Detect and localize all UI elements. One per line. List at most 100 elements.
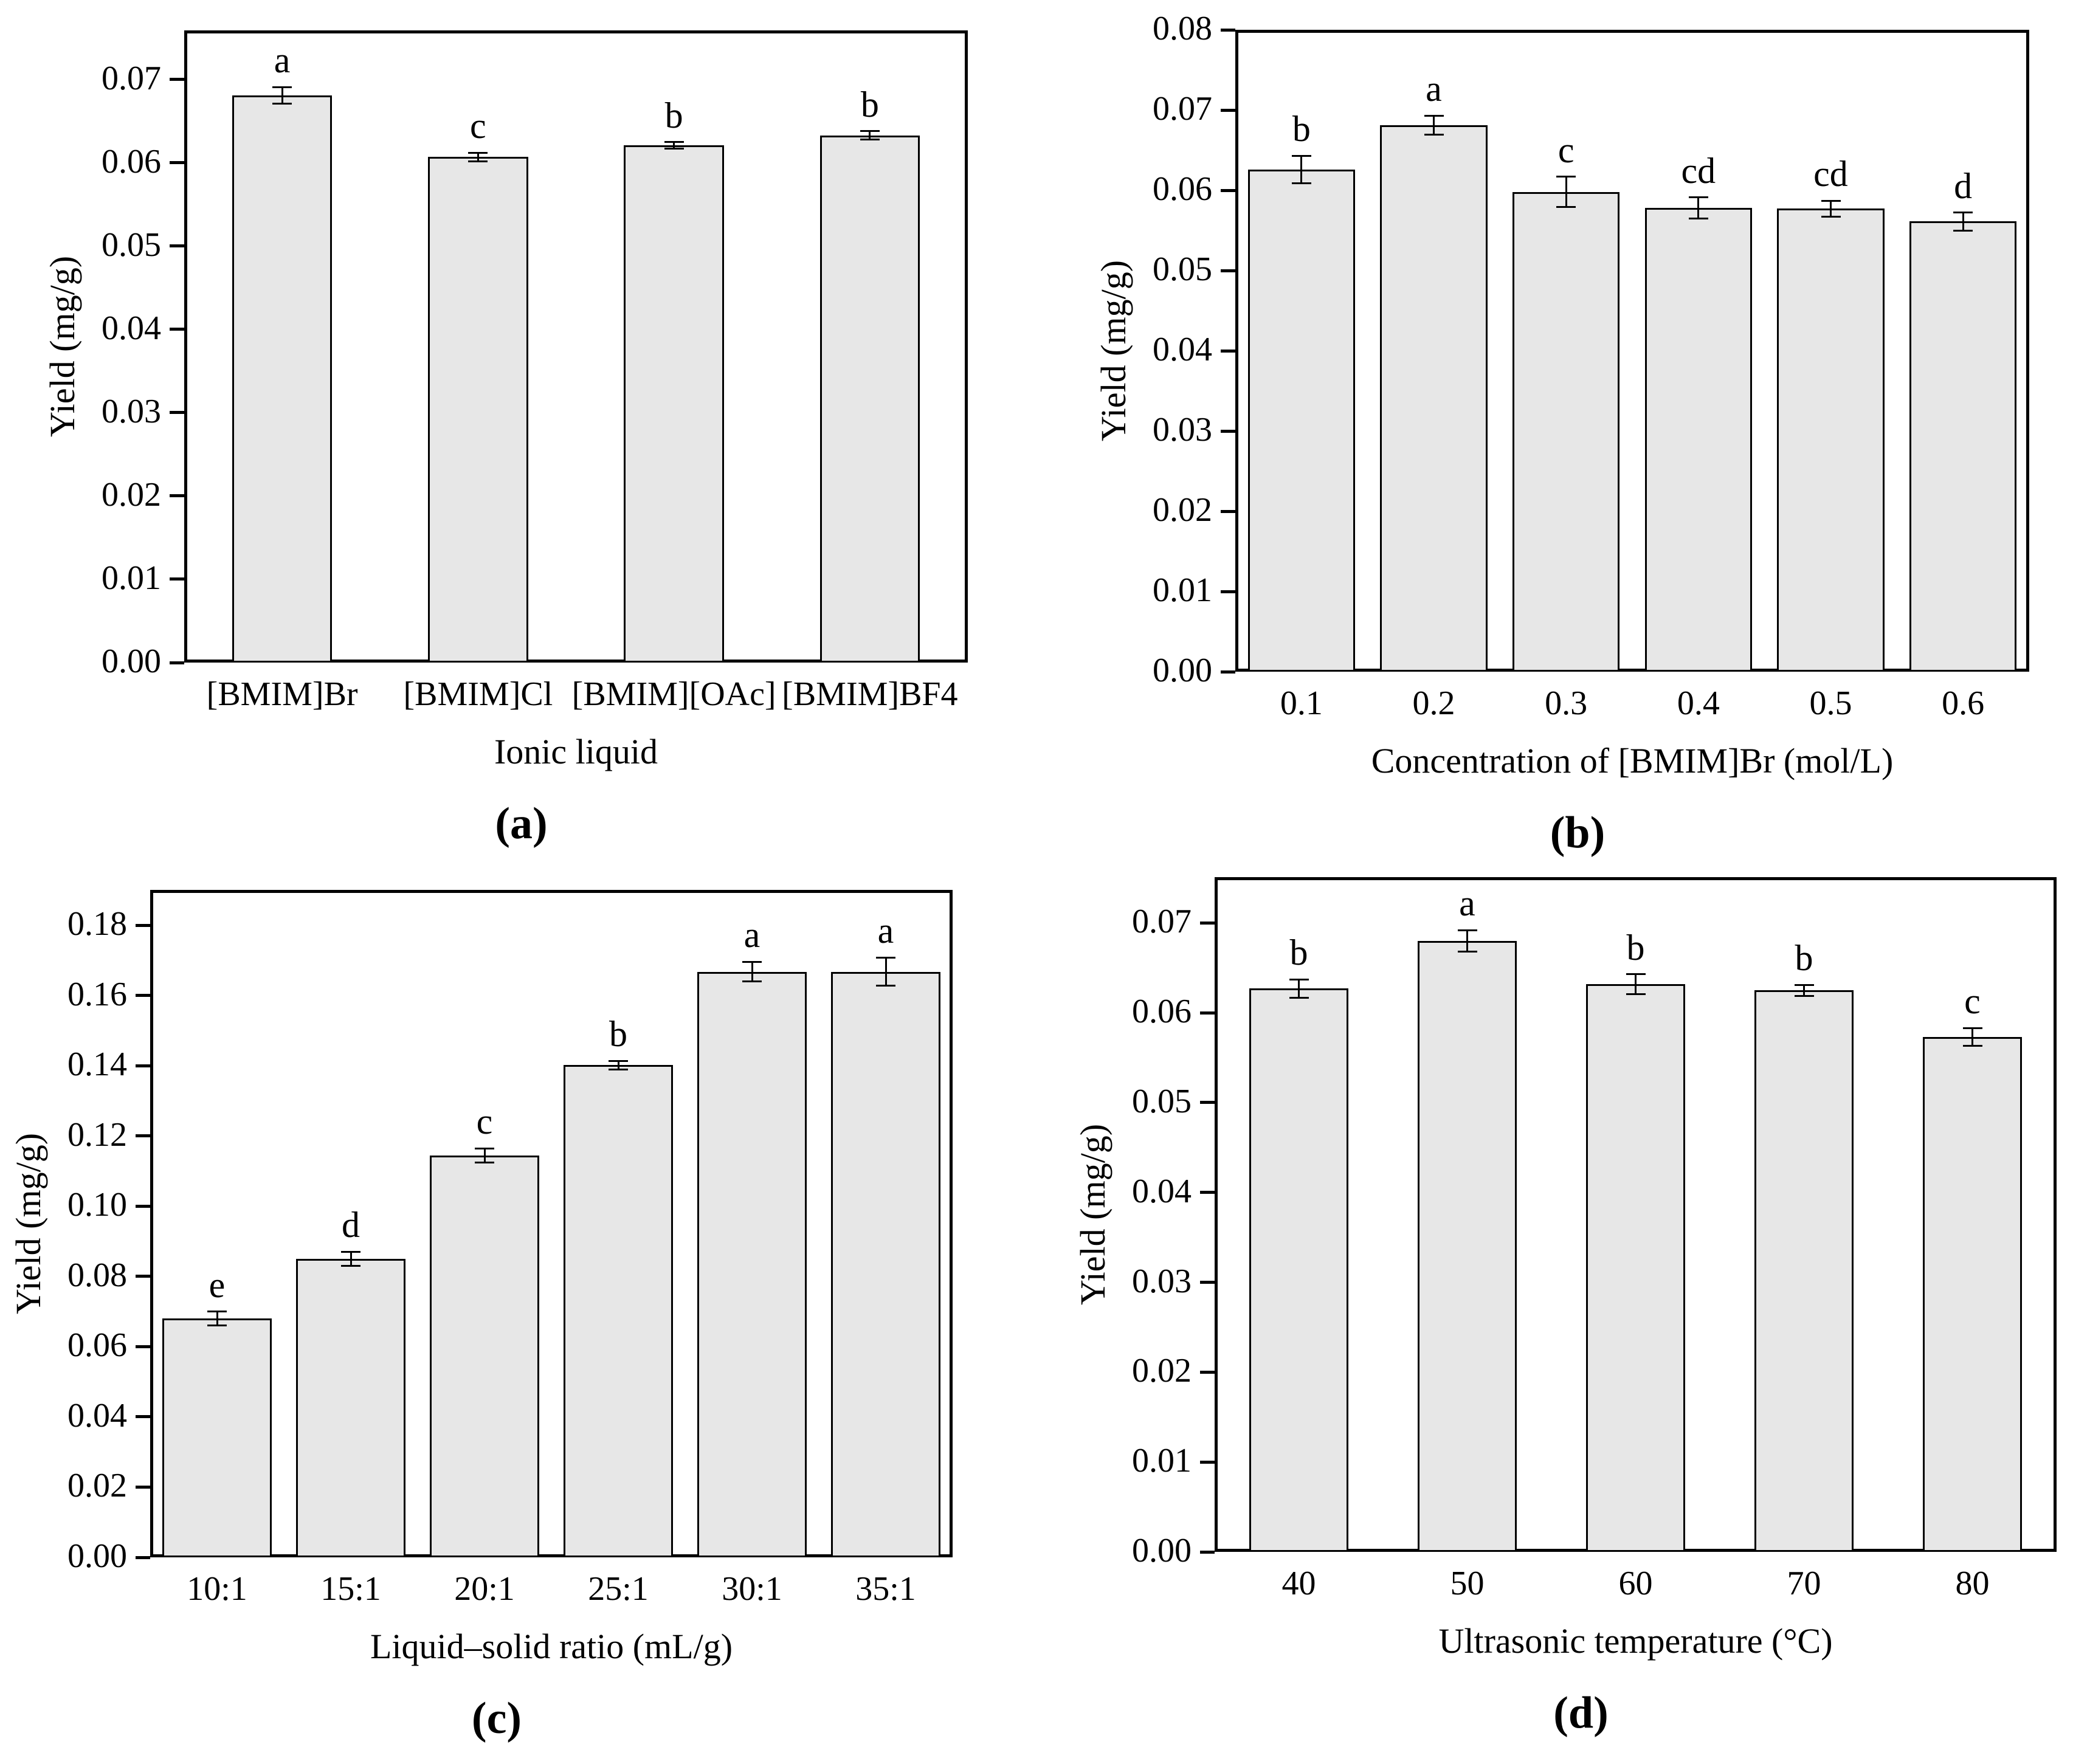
- x-tick-label: 10:1: [187, 1570, 247, 1608]
- y-tick: [170, 328, 184, 331]
- bar: [1585, 984, 1686, 1552]
- sig-letter: cd: [1813, 154, 1848, 195]
- x-tick-label: [BMIM]Br: [206, 675, 358, 713]
- sig-letter: cd: [1681, 150, 1716, 191]
- y-tick: [1200, 1281, 1215, 1284]
- y-tick: [170, 494, 184, 498]
- sig-letter: c: [1964, 981, 1981, 1022]
- y-tick-label: 0.14: [67, 1046, 127, 1084]
- y-tick: [1221, 429, 1235, 433]
- y-tick-label: 0.06: [1153, 170, 1212, 208]
- x-tick-label: 0.6: [1942, 684, 1985, 722]
- error-bar-cap: [272, 103, 292, 105]
- x-tick-label: 40: [1281, 1565, 1316, 1602]
- error-bar: [1565, 176, 1567, 207]
- y-tick: [136, 1556, 150, 1559]
- bar: [428, 157, 528, 663]
- plot-box: [1235, 30, 2029, 672]
- bar: [624, 145, 724, 663]
- sig-letter: c: [1557, 129, 1575, 170]
- y-tick: [1200, 1011, 1215, 1015]
- y-tick-label: 0.02: [1153, 491, 1212, 529]
- y-tick: [136, 1345, 150, 1348]
- bar: [1380, 125, 1488, 672]
- error-bar-cap: [341, 1250, 360, 1253]
- error-bar-cap: [207, 1311, 227, 1313]
- y-tick-label: 0.10: [67, 1186, 127, 1224]
- panel-label: (d): [1553, 1688, 1609, 1738]
- sig-letter: d: [1954, 165, 1973, 206]
- error-bar-cap: [860, 138, 880, 140]
- y-axis-title: Yield (mg/g): [1094, 260, 1133, 442]
- error-bar-cap: [341, 1265, 360, 1267]
- y-tick-label: 0.02: [67, 1467, 127, 1505]
- panel-label: (b): [1550, 808, 1606, 858]
- x-tick-label: 50: [1450, 1565, 1485, 1602]
- error-bar-cap: [1962, 1027, 1982, 1029]
- y-tick: [1221, 188, 1235, 192]
- sig-letter: b: [609, 1014, 627, 1055]
- y-tick-label: 0.04: [1153, 330, 1212, 368]
- y-tick: [1221, 269, 1235, 272]
- y-tick: [136, 923, 150, 927]
- bar: [1909, 221, 2017, 672]
- bar: [295, 1259, 406, 1557]
- error-bar-cap: [468, 160, 488, 162]
- error-bar-cap: [1794, 984, 1814, 986]
- error-bar-cap: [1556, 206, 1576, 208]
- y-tick: [1221, 28, 1235, 32]
- x-tick-label: 0.5: [1809, 684, 1852, 722]
- y-tick: [1221, 108, 1235, 112]
- y-tick-label: 0.07: [1153, 89, 1212, 128]
- sig-letter: a: [274, 40, 291, 81]
- y-tick-label: 0.01: [1153, 571, 1212, 609]
- error-bar-cap: [1556, 176, 1576, 178]
- error-bar: [350, 1252, 352, 1266]
- x-tick-label: 35:1: [855, 1570, 916, 1608]
- x-axis-title: Liquid–solid ratio (mL/g): [370, 1627, 733, 1666]
- y-tick: [1221, 590, 1235, 593]
- y-tick: [1221, 509, 1235, 513]
- error-bar-cap: [1794, 994, 1814, 997]
- y-tick-label: 0.16: [67, 975, 127, 1013]
- y-tick-label: 0.05: [102, 226, 161, 264]
- error-bar-cap: [207, 1325, 227, 1327]
- y-tick: [136, 1485, 150, 1489]
- x-tick-label: [BMIM][OAc]: [571, 675, 776, 713]
- y-tick-label: 0.04: [1132, 1172, 1192, 1210]
- y-tick: [170, 411, 184, 415]
- y-tick: [170, 78, 184, 81]
- y-tick: [170, 244, 184, 248]
- y-tick-label: 0.04: [67, 1396, 127, 1435]
- y-tick-label: 0.00: [102, 642, 161, 680]
- error-bar: [216, 1311, 218, 1326]
- y-axis-title: Yield (mg/g): [1073, 1123, 1112, 1306]
- y-tick-label: 0.07: [1132, 903, 1192, 941]
- y-tick: [136, 1275, 150, 1278]
- y-tick-label: 0.12: [67, 1115, 127, 1154]
- bar: [830, 971, 941, 1557]
- bar: [232, 95, 333, 663]
- panel-label: (c): [471, 1693, 522, 1743]
- x-axis-title: Ionic liquid: [494, 732, 658, 771]
- error-bar-cap: [1457, 929, 1477, 931]
- x-axis-title: Ultrasonic temperature (°C): [1438, 1621, 1833, 1661]
- y-tick: [1200, 1101, 1215, 1104]
- x-tick-label: 20:1: [454, 1570, 515, 1608]
- y-tick: [136, 1064, 150, 1067]
- error-bar-cap: [1962, 1045, 1982, 1047]
- sig-letter: c: [470, 106, 486, 146]
- error-bar-cap: [1953, 229, 1973, 232]
- error-bar: [281, 87, 283, 104]
- error-bar: [1298, 979, 1300, 998]
- bar: [1922, 1037, 2023, 1552]
- y-tick-label: 0.03: [102, 392, 161, 430]
- y-tick-label: 0.08: [1153, 9, 1212, 47]
- error-bar: [617, 1061, 619, 1070]
- bar: [563, 1065, 674, 1557]
- y-tick: [136, 1415, 150, 1419]
